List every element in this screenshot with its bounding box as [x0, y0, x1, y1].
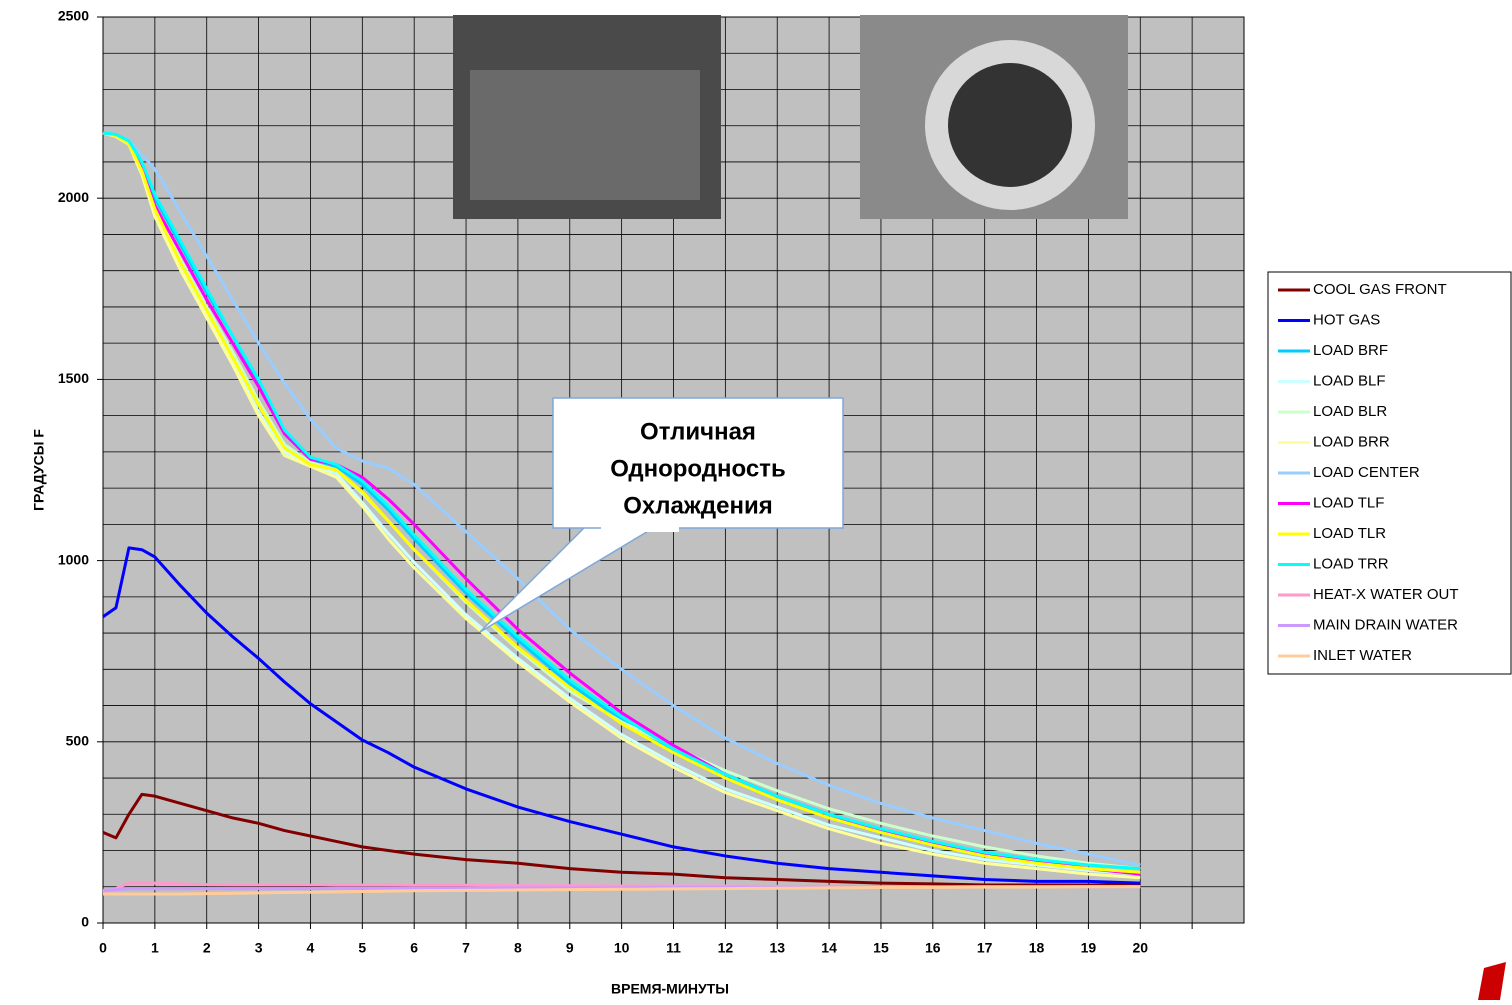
x-tick-label: 4: [307, 940, 315, 956]
x-tick-label: 3: [255, 940, 263, 956]
photo-left-detail: [470, 70, 700, 200]
legend-label: INLET WATER: [1313, 647, 1412, 664]
legend-label: LOAD TRR: [1313, 555, 1389, 572]
x-tick-label: 20: [1132, 940, 1148, 956]
annotation-line: Однородность: [610, 455, 785, 482]
x-tick-label: 9: [566, 940, 574, 956]
y-tick-label: 500: [66, 733, 90, 749]
x-tick-label: 17: [977, 940, 993, 956]
x-tick-label: 16: [925, 940, 941, 956]
x-tick-label: 0: [99, 940, 107, 956]
x-tick-label: 13: [769, 940, 785, 956]
x-tick-label: 10: [614, 940, 630, 956]
x-tick-label: 11: [666, 940, 681, 956]
legend-label: LOAD BRR: [1313, 433, 1390, 450]
y-tick-label: 0: [81, 914, 89, 930]
x-tick-label: 1: [151, 940, 159, 956]
y-axis-label: ГРАДУСЫ F: [31, 429, 47, 511]
legend-label: LOAD BLR: [1313, 403, 1387, 420]
photo-right-center: [948, 63, 1072, 187]
legend-label: LOAD BRF: [1313, 342, 1388, 359]
x-tick-label: 8: [514, 940, 522, 956]
x-tick-label: 6: [410, 940, 418, 956]
x-tick-label: 15: [873, 940, 889, 956]
x-tick-label: 7: [462, 940, 470, 956]
y-tick-label: 2000: [58, 189, 89, 205]
legend-label: LOAD CENTER: [1313, 464, 1420, 481]
x-tick-label: 2: [203, 940, 211, 956]
legend-label: HOT GAS: [1313, 311, 1380, 328]
y-tick-label: 1500: [58, 370, 89, 386]
legend-label: LOAD BLF: [1313, 372, 1386, 389]
x-tick-label: 18: [1029, 940, 1045, 956]
y-tick-label: 2500: [58, 8, 89, 24]
y-tick-label: 1000: [58, 551, 89, 567]
legend-label: MAIN DRAIN WATER: [1313, 616, 1458, 633]
x-axis-label: ВРЕМЯ-МИНУТЫ: [611, 981, 729, 997]
legend-label: LOAD TLF: [1313, 494, 1384, 511]
x-tick-label: 12: [718, 940, 734, 956]
legend-label: LOAD TLR: [1313, 525, 1386, 542]
chart: Отличная Однородность Охлаждения ГРАДУСЫ…: [0, 0, 1512, 1000]
annotation-line: Отличная: [640, 418, 756, 445]
legend-label: HEAT-X WATER OUT: [1313, 586, 1459, 603]
legend-label: COOL GAS FRONT: [1313, 281, 1447, 298]
annotation-line: Охлаждения: [623, 492, 772, 519]
x-tick-label: 19: [1081, 940, 1097, 956]
x-tick-label: 14: [821, 940, 837, 956]
logo: [1478, 962, 1506, 1000]
x-tick-label: 5: [358, 940, 366, 956]
